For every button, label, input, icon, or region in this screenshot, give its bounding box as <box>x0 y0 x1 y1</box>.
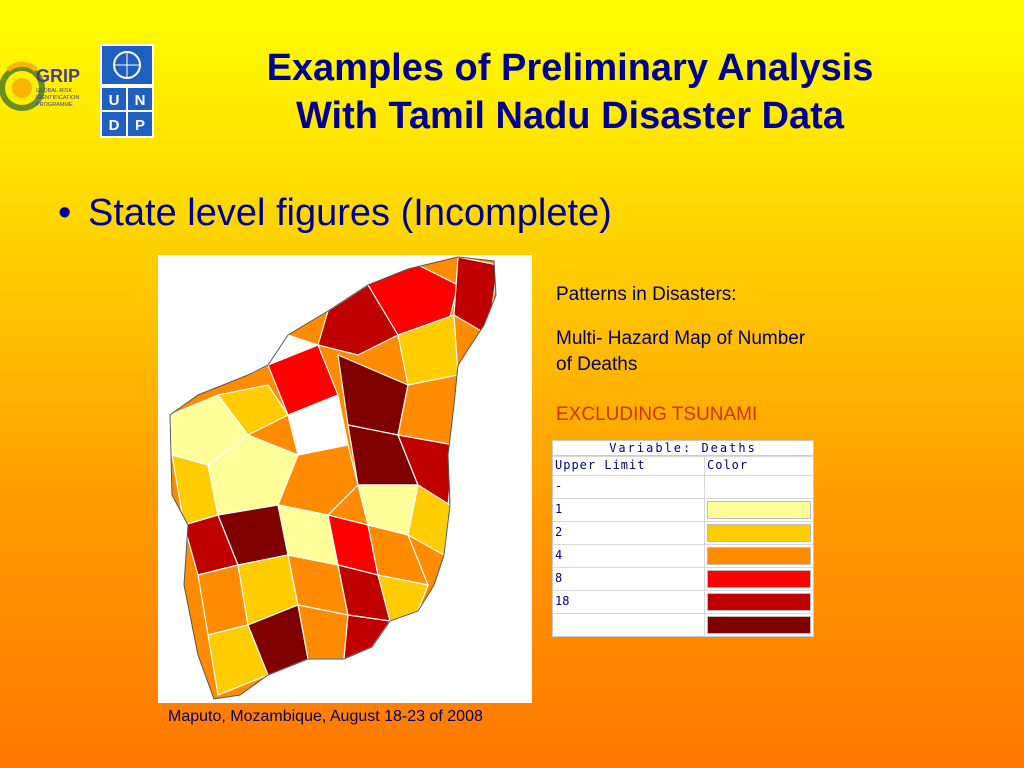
svg-text:D: D <box>109 117 120 134</box>
svg-text:N: N <box>135 92 146 109</box>
excluding-note: EXCLUDING TSUNAMI <box>556 404 758 425</box>
svg-text:GLOBAL RISK: GLOBAL RISK <box>36 88 73 94</box>
map-caption: Multi- Hazard Map of Number of Deaths <box>556 328 806 375</box>
footer-caption: Maputo, Mozambique, August 18-23 of 2008 <box>168 708 483 725</box>
legend-swatch <box>707 501 811 519</box>
bullet-text: State level figures (Incomplete) <box>88 192 612 234</box>
legend-limit: 4 <box>553 545 705 567</box>
legend-color-cell <box>705 476 813 498</box>
legend-limit <box>553 614 705 636</box>
legend-title: Variable: Deaths <box>553 441 813 456</box>
legend-swatch <box>707 524 811 542</box>
bullet-dot-icon: • <box>58 192 72 234</box>
svg-text:IDENTIFICATION: IDENTIFICATION <box>36 95 79 101</box>
legend-row: 8 <box>553 567 813 590</box>
title-line-2: With Tamil Nadu Disaster Data <box>296 95 844 137</box>
legend-row: 18 <box>553 590 813 613</box>
bullet-item: • State level figures (Incomplete) <box>58 192 612 235</box>
legend-color-cell <box>705 522 813 544</box>
legend-color-cell <box>705 614 813 636</box>
legend-swatch <box>707 593 811 611</box>
svg-text:U: U <box>109 92 120 109</box>
legend-color-cell <box>705 545 813 567</box>
legend-limit: 8 <box>553 568 705 590</box>
legend-limit: 18 <box>553 591 705 613</box>
legend-swatch <box>707 547 811 565</box>
legend-limit: - <box>553 476 705 498</box>
legend-col-color: Color <box>705 457 813 475</box>
svg-text:GRIP: GRIP <box>36 66 80 86</box>
legend-row: 2 <box>553 521 813 544</box>
legend-limit: 2 <box>553 522 705 544</box>
legend-header-row: Upper Limit Color <box>553 456 813 475</box>
svg-text:P: P <box>135 117 145 134</box>
tamil-nadu-map <box>158 255 532 703</box>
legend-row <box>553 613 813 636</box>
legend-limit: 1 <box>553 499 705 521</box>
title-line-1: Examples of Preliminary Analysis <box>266 47 874 89</box>
grip-logo: GRIP GLOBAL RISK IDENTIFICATION PROGRAMM… <box>0 48 92 124</box>
legend-color-cell <box>705 591 813 613</box>
slide-title: Examples of Preliminary Analysis With Ta… <box>160 44 980 140</box>
legend-color-cell <box>705 568 813 590</box>
legend-row: 4 <box>553 544 813 567</box>
legend-swatch <box>707 570 811 588</box>
legend-row: 1 <box>553 498 813 521</box>
undp-logo: U N D P <box>100 44 154 138</box>
svg-text:PROGRAMME: PROGRAMME <box>36 102 73 108</box>
legend-swatch <box>707 616 811 634</box>
legend-row: - <box>553 475 813 498</box>
legend-color-cell <box>705 499 813 521</box>
patterns-heading: Patterns in Disasters: <box>556 284 737 305</box>
legend-col-upper-limit: Upper Limit <box>553 457 705 475</box>
